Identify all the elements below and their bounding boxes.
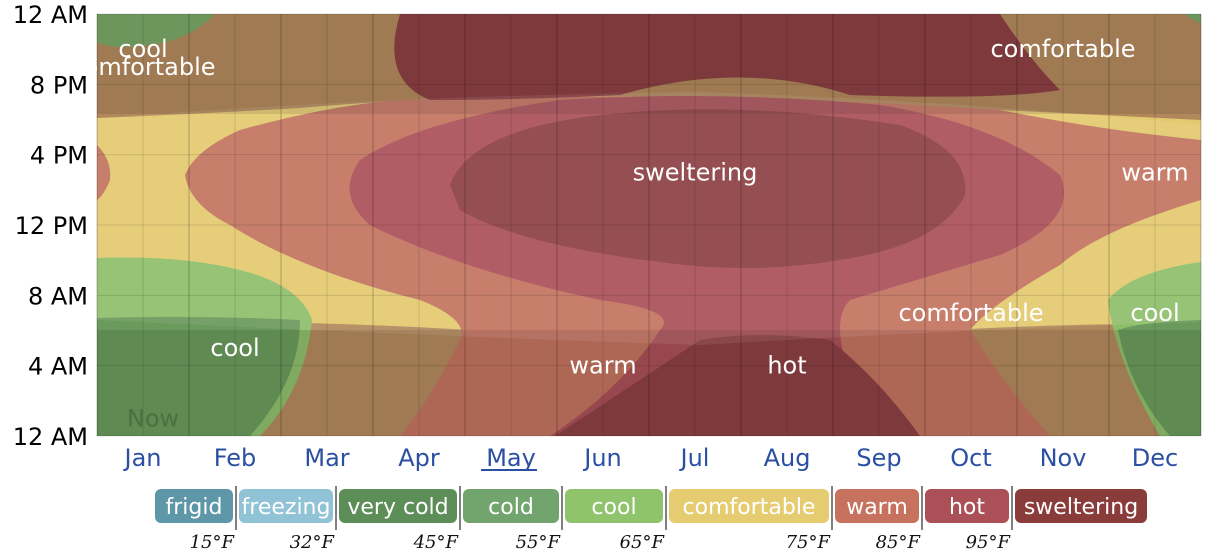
region-label: cool <box>118 35 167 63</box>
month-label: Aug <box>764 444 811 472</box>
region-label: comfortable <box>898 299 1043 327</box>
region-label: Now <box>127 404 179 432</box>
threshold-label: 75°F <box>786 532 832 553</box>
night-overlay-bottom <box>97 330 1201 436</box>
region-label: hot <box>767 352 806 380</box>
threshold-label: 65°F <box>620 532 666 553</box>
band-very-cold-morning-right <box>1118 320 1201 436</box>
month-label: Dec <box>1132 444 1178 472</box>
legend-swatch <box>835 489 919 523</box>
plot-area <box>97 14 1201 436</box>
band-cool-evening-left <box>97 14 215 47</box>
daylight-highlight <box>97 92 1201 345</box>
y-tick-label: 4 AM <box>28 353 88 381</box>
gridlines <box>96 13 1202 437</box>
night-overlay-top <box>97 14 1201 114</box>
x-axis-month-labels: Jan Feb Mar Apr May Jun Jul Aug Sep Oct Nov Dec <box>123 444 1179 472</box>
month-label: May <box>486 444 536 472</box>
threshold-label: 95°F <box>966 532 1012 553</box>
y-tick-label: 12 AM <box>13 1 88 29</box>
month-label: Jan <box>123 444 162 472</box>
region-label: sweltering <box>633 158 758 186</box>
legend-label: cool <box>591 495 636 520</box>
legend-swatch <box>239 489 333 523</box>
month-label: Nov <box>1040 444 1087 472</box>
legend: frigid freezing very cold cold cool comfortab… <box>155 489 1147 523</box>
legend-label: cold <box>488 495 534 520</box>
y-axis-labels: 12 AM 8 PM 4 PM 12 PM 8 AM 4 AM 12 AM <box>13 1 88 451</box>
month-label: Jul <box>679 444 710 472</box>
threshold-label: 45°F <box>413 532 460 553</box>
band-sweltering-top <box>394 14 1060 100</box>
threshold-label: 55°F <box>516 532 562 553</box>
legend-swatch <box>1015 489 1147 523</box>
region-label: warm <box>569 352 636 380</box>
month-label: Feb <box>214 444 257 472</box>
month-label: Oct <box>950 444 992 472</box>
threshold-label: 85°F <box>876 532 922 553</box>
y-tick-label: 8 AM <box>28 282 88 310</box>
legend-swatch <box>463 489 559 523</box>
legend-swatch <box>565 489 663 523</box>
region-label: comfortable <box>990 35 1135 63</box>
month-label: Jun <box>582 444 622 472</box>
legend-label: warm <box>846 495 908 520</box>
band-sweltering-core <box>450 109 966 269</box>
band-very-cold-morning-left <box>97 316 300 436</box>
region-label: comfortable <box>70 53 215 81</box>
legend-label: freezing <box>242 495 331 520</box>
legend-label: sweltering <box>1024 495 1138 520</box>
y-tick-label: 4 PM <box>30 142 88 170</box>
legend-swatch <box>669 489 829 523</box>
band-sweltering-bottom <box>555 335 920 436</box>
y-tick-label: 12 AM <box>13 423 88 451</box>
legend-thresholds: 15°F 32°F 45°F 55°F 65°F 75°F 85°F 95°F <box>190 486 1013 553</box>
band-warm-left-edge <box>97 145 111 200</box>
month-label: Apr <box>398 444 440 472</box>
region-label: cool <box>1130 299 1179 327</box>
threshold-label: 32°F <box>290 532 336 553</box>
month-label: Sep <box>856 444 901 472</box>
month-label: Mar <box>304 444 349 472</box>
legend-label: hot <box>949 495 985 520</box>
legend-label: comfortable <box>683 495 816 520</box>
region-label: warm <box>1121 158 1188 186</box>
legend-label: very cold <box>347 495 448 520</box>
legend-swatch <box>155 489 233 523</box>
threshold-label: 15°F <box>190 532 236 553</box>
band-cool-evening-right <box>1185 14 1201 24</box>
legend-label: frigid <box>166 495 223 520</box>
y-tick-label: 12 PM <box>15 212 88 240</box>
y-tick-label: 8 PM <box>30 71 88 99</box>
legend-swatch <box>339 489 457 523</box>
legend-swatch <box>925 489 1009 523</box>
region-label: cool <box>210 334 259 362</box>
